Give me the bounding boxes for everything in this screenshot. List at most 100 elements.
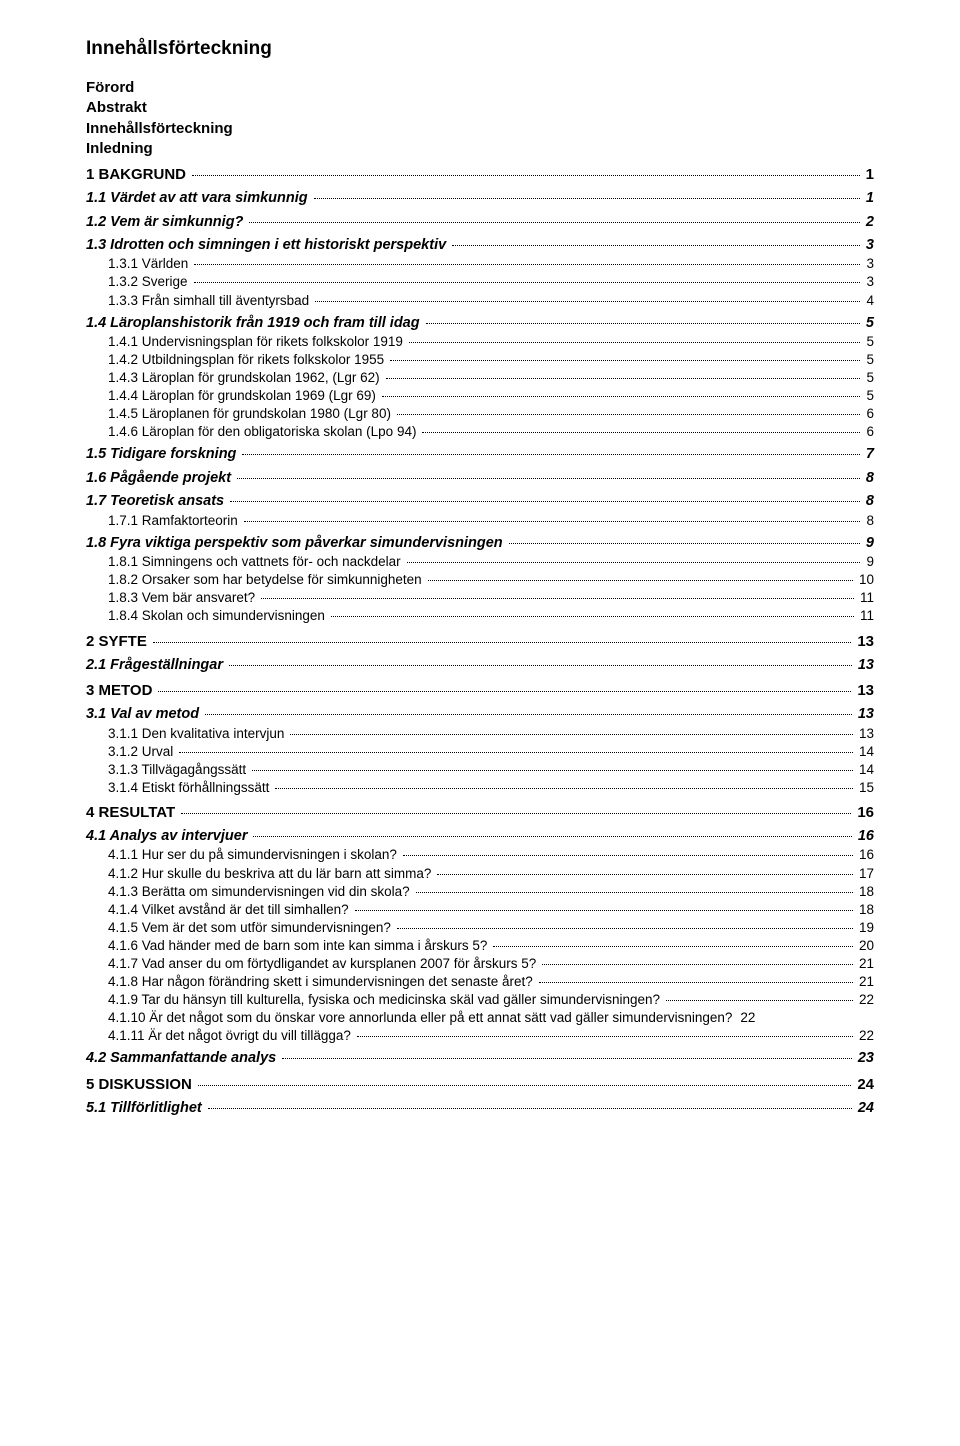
toc-leader-dots xyxy=(386,378,861,379)
toc-entry: 1.3 Idrotten och simningen i ett histori… xyxy=(86,236,874,255)
toc-entry-page: 11 xyxy=(856,607,874,625)
toc-leader-dots xyxy=(249,222,860,223)
toc-entry-label: 4 RESULTAT xyxy=(86,803,179,823)
toc-leader-dots xyxy=(314,198,860,199)
toc-entry-label: 1.3.1 Världen xyxy=(108,255,192,273)
toc-entry-page: 22 xyxy=(736,1009,755,1027)
toc-leader-dots xyxy=(252,770,853,771)
toc-entry-page: 13 xyxy=(853,681,874,701)
toc-entry-page: 9 xyxy=(862,553,874,571)
toc-entry-page: 5 xyxy=(862,351,874,369)
toc-leader-dots xyxy=(282,1058,852,1059)
toc-entry-page: 24 xyxy=(854,1099,874,1118)
toc-entry: 1.4 Läroplanshistorik från 1919 och fram… xyxy=(86,314,874,333)
toc-entry-label: 1.4 Läroplanshistorik från 1919 och fram… xyxy=(86,314,424,333)
toc-leader-dots xyxy=(237,478,860,479)
toc-leader-dots xyxy=(407,562,861,563)
toc-leader-dots xyxy=(208,1108,852,1109)
toc-entry-label: 4.1.10 Är det något som du önskar vore a… xyxy=(108,1009,736,1027)
toc-entry: 4.1.6 Vad händer med de barn som inte ka… xyxy=(86,937,874,955)
toc-entry: 4.1.1 Hur ser du på simundervisningen i … xyxy=(86,846,874,864)
toc-entry: 3.1.4 Etiskt förhållningssätt15 xyxy=(86,779,874,797)
toc-entry-page: 5 xyxy=(862,369,874,387)
toc-entry-label: 3.1.3 Tillvägagångssätt xyxy=(108,761,250,779)
toc-entry-page: 8 xyxy=(862,469,874,488)
toc-entry-label: 4.1.7 Vad anser du om förtydligandet av … xyxy=(108,955,540,973)
toc-entry-page: 16 xyxy=(854,827,874,846)
toc-leader-dots xyxy=(422,432,860,433)
toc-leader-dots xyxy=(426,323,860,324)
toc-entry-page: 10 xyxy=(855,571,874,589)
toc-leader-dots xyxy=(181,813,851,814)
toc-leader-dots xyxy=(397,414,861,415)
toc-entry: 4.1.8 Har någon förändring skett i simun… xyxy=(86,973,874,991)
toc-leader-dots xyxy=(261,598,854,599)
toc-entry-label: 1.4.1 Undervisningsplan för rikets folks… xyxy=(108,333,407,351)
toc-leader-dots xyxy=(194,282,861,283)
toc-leader-dots xyxy=(397,928,853,929)
toc-entry: 1.3.1 Världen 3 xyxy=(86,255,874,273)
toc-leader-dots xyxy=(253,836,851,837)
toc-entry-label: 3.1.2 Urval xyxy=(108,743,177,761)
toc-entry-page: 21 xyxy=(855,973,874,991)
toc-entry-label: 4.1.3 Berätta om simundervisningen vid d… xyxy=(108,883,414,901)
toc-leader-dots xyxy=(355,910,853,911)
toc-entry-page: 14 xyxy=(855,761,874,779)
toc-entry: 1.4.2 Utbildningsplan för rikets folksko… xyxy=(86,351,874,369)
page-title: Innehållsförteckning xyxy=(86,38,874,60)
toc-entry-page: 3 xyxy=(862,236,874,255)
toc-entry-label: 4.1.8 Har någon förändring skett i simun… xyxy=(108,973,537,991)
toc-entry-page: 11 xyxy=(856,589,874,607)
toc-entry-label: 3.1 Val av metod xyxy=(86,705,203,724)
toc-entry-page: 6 xyxy=(862,423,874,441)
toc-entry: 4.2 Sammanfattande analys23 xyxy=(86,1049,874,1068)
toc-entry-page: 2 xyxy=(862,213,874,232)
toc-leader-dots xyxy=(158,691,851,692)
toc-leader-dots xyxy=(403,855,853,856)
toc-entry-page: 21 xyxy=(855,955,874,973)
toc-entry-page: 13 xyxy=(854,656,874,675)
toc-entry-page: 22 xyxy=(855,1027,874,1045)
toc-entry-label: 1 BAKGRUND xyxy=(86,165,190,185)
toc-entry-label: 4.1.4 Vilket avstånd är det till simhall… xyxy=(108,901,353,919)
toc-entry-label: 1.1 Värdet av att vara simkunnig xyxy=(86,189,312,208)
toc-entry: 4.1 Analys av intervjuer16 xyxy=(86,827,874,846)
preface-line: Inledning xyxy=(86,139,874,159)
toc-entry: 1.3.3 Från simhall till äventyrsbad4 xyxy=(86,292,874,310)
toc-entry-page: 13 xyxy=(854,705,874,724)
toc-entry-label: 1.3 Idrotten och simningen i ett histori… xyxy=(86,236,450,255)
toc-entry-label: 1.8.4 Skolan och simundervisningen xyxy=(108,607,329,625)
toc-entry: 1.8 Fyra viktiga perspektiv som påverkar… xyxy=(86,534,874,553)
toc-entry: 1.7.1 Ramfaktorteorin8 xyxy=(86,512,874,530)
toc-entry-page: 17 xyxy=(855,865,874,883)
toc-entry: 4.1.9 Tar du hänsyn till kulturella, fys… xyxy=(86,991,874,1009)
toc-entry-label: 4.1.5 Vem är det som utför simundervisni… xyxy=(108,919,395,937)
toc-entry-page: 13 xyxy=(855,725,874,743)
toc-entry: 3.1 Val av metod 13 xyxy=(86,705,874,724)
toc-entry-page: 4 xyxy=(862,292,874,310)
toc-entry-page: 1 xyxy=(862,189,874,208)
toc-entry-label: 2 SYFTE xyxy=(86,632,151,652)
toc-leader-dots xyxy=(357,1036,853,1037)
toc-leader-dots xyxy=(244,521,861,522)
toc-entry: 1.4.3 Läroplan för grundskolan 1962, (Lg… xyxy=(86,369,874,387)
toc-entry-page: 5 xyxy=(862,314,874,333)
toc-leader-dots xyxy=(179,752,853,753)
toc-entry: 1.8.2 Orsaker som har betydelse för simk… xyxy=(86,571,874,589)
toc-entry: 3.1.2 Urval14 xyxy=(86,743,874,761)
toc-entry-label: 1.8.3 Vem bär ansvaret? xyxy=(108,589,259,607)
toc-entry-label: 1.8.2 Orsaker som har betydelse för simk… xyxy=(108,571,426,589)
toc-entry-label: 1.5 Tidigare forskning xyxy=(86,445,240,464)
preface-block: Förord Abstrakt Innehållsförteckning Inl… xyxy=(86,78,874,159)
toc-entry-page: 3 xyxy=(862,255,874,273)
toc-entry: 1.1 Värdet av att vara simkunnig 1 xyxy=(86,189,874,208)
toc-entry-page: 8 xyxy=(862,512,874,530)
toc-entry: 2 SYFTE13 xyxy=(86,632,874,652)
toc-entry: 5 DISKUSSION24 xyxy=(86,1075,874,1095)
toc-leader-dots xyxy=(242,454,860,455)
toc-entry: 1 BAKGRUND1 xyxy=(86,165,874,185)
toc-leader-dots xyxy=(539,982,853,983)
toc-entry: 1.8.1 Simningens och vattnets för- och n… xyxy=(86,553,874,571)
toc-entry-label: 4.1.2 Hur skulle du beskriva att du lär … xyxy=(108,865,435,883)
toc-entry-label: 4.1.1 Hur ser du på simundervisningen i … xyxy=(108,846,401,864)
